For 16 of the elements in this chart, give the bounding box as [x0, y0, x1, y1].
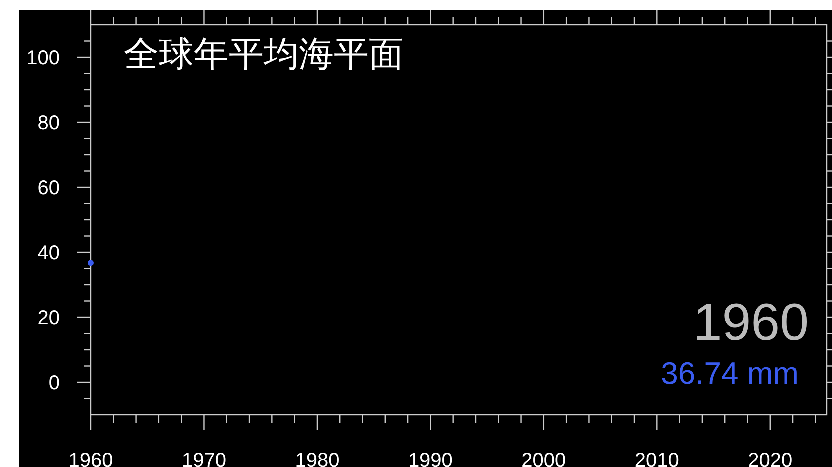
x-tick-label: 2020	[748, 450, 793, 467]
x-tick-label: 1990	[408, 450, 453, 467]
x-tick-label: 1980	[295, 450, 340, 467]
annotation: 1960	[693, 294, 809, 352]
x-tick-label: 2010	[634, 450, 680, 467]
y-tick-label: 80	[38, 112, 60, 134]
y-tick-label: 40	[38, 242, 60, 264]
x-tick-label: 1960	[68, 450, 114, 467]
y-tick-label: 20	[38, 308, 60, 330]
x-tick-label: 1970	[182, 450, 226, 467]
y-tick-label: 100	[26, 48, 60, 70]
y-tick-label: 60	[38, 178, 60, 200]
annotation: 36.74 mm	[661, 356, 799, 391]
y-tick-label: 0	[48, 372, 60, 394]
chart-title: 全球年平均海平面	[124, 35, 404, 74]
x-tick-label: 2000	[522, 450, 566, 467]
